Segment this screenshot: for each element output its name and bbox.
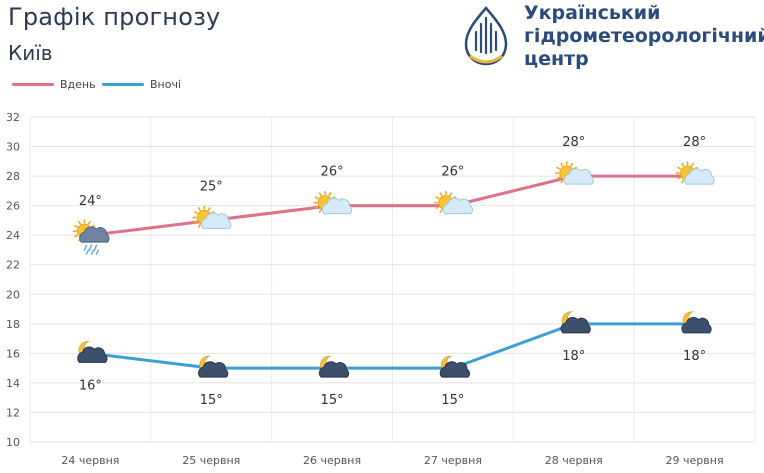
night-data-label: 18° — [683, 349, 706, 364]
series-line-day — [90, 174, 695, 237]
x-tick-label: 24 червня — [61, 454, 119, 467]
page-title: Графік прогнозу — [8, 3, 221, 31]
y-tick-label: 10 — [6, 436, 20, 449]
moon-cloud-icon — [681, 311, 712, 334]
legend-day-swatch — [12, 82, 54, 86]
legend-night-swatch — [102, 82, 144, 86]
night-data-label: 15° — [441, 393, 464, 408]
day-data-label: 25° — [200, 179, 223, 194]
sun-cloud-icon — [434, 190, 473, 215]
legend-day: Вдень — [12, 78, 96, 91]
y-tick-label: 20 — [6, 288, 20, 301]
sun-cloud-icon — [554, 161, 594, 185]
moon-cloud-icon — [77, 340, 108, 363]
sun-cloud-icon — [675, 161, 715, 185]
x-tick-label: 29 червня — [666, 454, 724, 467]
day-data-label: 24° — [79, 194, 102, 209]
day-data-label: 26° — [441, 165, 464, 180]
day-data-label: 26° — [321, 165, 344, 180]
y-tick-label: 16 — [6, 347, 20, 360]
org-line-3: центр — [524, 48, 589, 70]
night-data-label: 15° — [321, 393, 344, 408]
legend-night-label: Вночі — [150, 78, 182, 91]
legend-night: Вночі — [102, 78, 181, 91]
night-data-label: 16° — [79, 378, 102, 393]
day-data-label: 28° — [683, 135, 706, 150]
moon-cloud-icon — [198, 355, 229, 378]
organization-name: Український гідрометеорологічний центр — [524, 2, 764, 71]
y-tick-label: 28 — [6, 170, 20, 183]
org-line-1: Український — [524, 2, 661, 24]
day-data-label: 28° — [562, 135, 585, 150]
x-tick-label: 27 червня — [424, 454, 482, 467]
org-line-2: гідрометеорологічний — [524, 25, 764, 47]
series-line-night — [90, 322, 695, 370]
night-data-label: 18° — [562, 349, 585, 364]
y-tick-label: 24 — [6, 229, 20, 242]
sun-cloud-icon — [313, 190, 353, 215]
moon-cloud-icon — [560, 311, 591, 334]
y-tick-label: 26 — [6, 200, 20, 213]
moon-cloud-icon — [439, 355, 470, 378]
y-tick-label: 30 — [6, 141, 20, 154]
legend-day-label: Вдень — [60, 78, 96, 91]
city-name: Київ — [8, 41, 53, 65]
x-tick-label: 25 червня — [182, 454, 240, 467]
x-tick-label: 28 червня — [545, 454, 603, 467]
y-tick-label: 32 — [6, 111, 20, 124]
x-tick-label: 26 червня — [303, 454, 361, 467]
logo-icon — [464, 6, 508, 66]
sun-cloud-icon — [192, 205, 232, 230]
y-tick-label: 22 — [6, 259, 20, 272]
y-tick-label: 12 — [6, 406, 20, 419]
sun-cloud-rain-icon — [72, 219, 110, 255]
y-tick-label: 18 — [6, 318, 20, 331]
night-data-label: 15° — [200, 393, 223, 408]
y-tick-label: 14 — [6, 377, 20, 390]
moon-cloud-icon — [318, 355, 350, 378]
